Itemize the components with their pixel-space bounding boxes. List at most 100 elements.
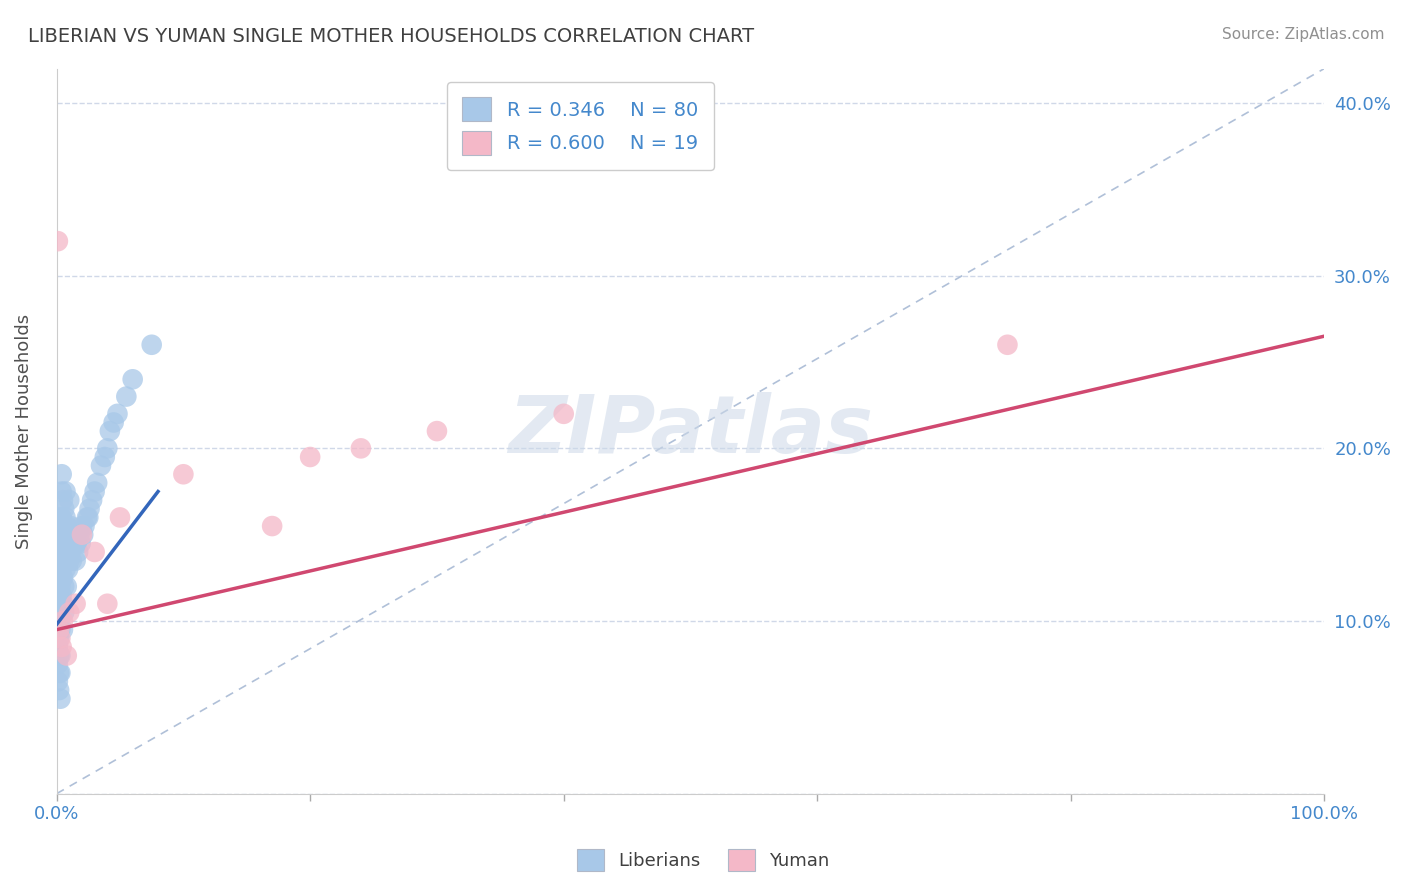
Point bbox=[51, 640, 73, 654]
Point bbox=[52, 614, 75, 628]
Point bbox=[66, 536, 89, 550]
Point bbox=[94, 450, 117, 464]
Point bbox=[299, 450, 322, 464]
Text: Source: ZipAtlas.com: Source: ZipAtlas.com bbox=[1222, 27, 1385, 42]
Point bbox=[86, 475, 108, 490]
Point bbox=[63, 536, 86, 550]
Point bbox=[56, 562, 79, 576]
Text: ZIPatlas: ZIPatlas bbox=[508, 392, 873, 470]
Point bbox=[55, 519, 77, 533]
Point bbox=[46, 640, 69, 654]
Point bbox=[49, 510, 72, 524]
Point bbox=[49, 527, 72, 541]
Point bbox=[56, 527, 79, 541]
Point bbox=[52, 493, 75, 508]
Point bbox=[49, 597, 72, 611]
Point bbox=[51, 510, 73, 524]
Point bbox=[55, 648, 77, 663]
Point bbox=[53, 501, 76, 516]
Point bbox=[426, 424, 449, 438]
Point bbox=[55, 579, 77, 593]
Point bbox=[58, 606, 80, 620]
Point bbox=[55, 484, 77, 499]
Y-axis label: Single Mother Households: Single Mother Households bbox=[15, 313, 32, 549]
Point bbox=[350, 442, 373, 456]
Point bbox=[77, 510, 100, 524]
Point bbox=[60, 527, 83, 541]
Point bbox=[997, 338, 1019, 352]
Point bbox=[55, 562, 77, 576]
Point bbox=[49, 665, 72, 680]
Point bbox=[49, 553, 72, 567]
Point bbox=[48, 571, 70, 585]
Point bbox=[62, 536, 84, 550]
Point bbox=[58, 493, 80, 508]
Point bbox=[48, 623, 70, 637]
Point bbox=[51, 467, 73, 482]
Point bbox=[65, 527, 87, 541]
Point bbox=[58, 553, 80, 567]
Point bbox=[65, 597, 87, 611]
Point bbox=[55, 510, 77, 524]
Point bbox=[70, 519, 93, 533]
Point bbox=[52, 519, 75, 533]
Point bbox=[52, 545, 75, 559]
Point bbox=[79, 501, 101, 516]
Point bbox=[72, 527, 94, 541]
Point bbox=[262, 519, 284, 533]
Point bbox=[49, 632, 72, 646]
Point bbox=[172, 467, 194, 482]
Point bbox=[58, 527, 80, 541]
Point bbox=[55, 536, 77, 550]
Point bbox=[115, 390, 138, 404]
Point bbox=[82, 493, 104, 508]
Point bbox=[65, 553, 87, 567]
Point bbox=[53, 579, 76, 593]
Point bbox=[48, 665, 70, 680]
Point bbox=[48, 683, 70, 698]
Point bbox=[59, 519, 82, 533]
Point bbox=[55, 545, 77, 559]
Point bbox=[67, 545, 90, 559]
Point bbox=[51, 484, 73, 499]
Point bbox=[73, 519, 96, 533]
Point bbox=[46, 234, 69, 248]
Point bbox=[141, 338, 163, 352]
Point bbox=[46, 657, 69, 672]
Point bbox=[70, 527, 93, 541]
Point bbox=[108, 510, 131, 524]
Point bbox=[83, 545, 105, 559]
Point bbox=[53, 527, 76, 541]
Point bbox=[49, 579, 72, 593]
Point bbox=[553, 407, 575, 421]
Point bbox=[53, 606, 76, 620]
Point bbox=[51, 588, 73, 602]
Point bbox=[60, 553, 83, 567]
Point bbox=[52, 623, 75, 637]
Point bbox=[98, 424, 121, 438]
Text: LIBERIAN VS YUMAN SINGLE MOTHER HOUSEHOLDS CORRELATION CHART: LIBERIAN VS YUMAN SINGLE MOTHER HOUSEHOL… bbox=[28, 27, 754, 45]
Point bbox=[103, 416, 125, 430]
Legend: R = 0.346    N = 80, R = 0.600    N = 19: R = 0.346 N = 80, R = 0.600 N = 19 bbox=[447, 82, 714, 170]
Point bbox=[96, 597, 118, 611]
Point bbox=[48, 648, 70, 663]
Point bbox=[46, 674, 69, 689]
Point bbox=[48, 632, 70, 646]
Point bbox=[76, 510, 98, 524]
Point bbox=[48, 597, 70, 611]
Point bbox=[90, 458, 112, 473]
Point bbox=[52, 597, 75, 611]
Point bbox=[83, 484, 105, 499]
Point bbox=[48, 588, 70, 602]
Point bbox=[46, 623, 69, 637]
Legend: Liberians, Yuman: Liberians, Yuman bbox=[569, 842, 837, 879]
Point bbox=[49, 623, 72, 637]
Point bbox=[59, 545, 82, 559]
Point bbox=[67, 527, 90, 541]
Point bbox=[49, 691, 72, 706]
Point bbox=[48, 614, 70, 628]
Point bbox=[51, 536, 73, 550]
Point bbox=[52, 571, 75, 585]
Point bbox=[69, 536, 91, 550]
Point bbox=[49, 648, 72, 663]
